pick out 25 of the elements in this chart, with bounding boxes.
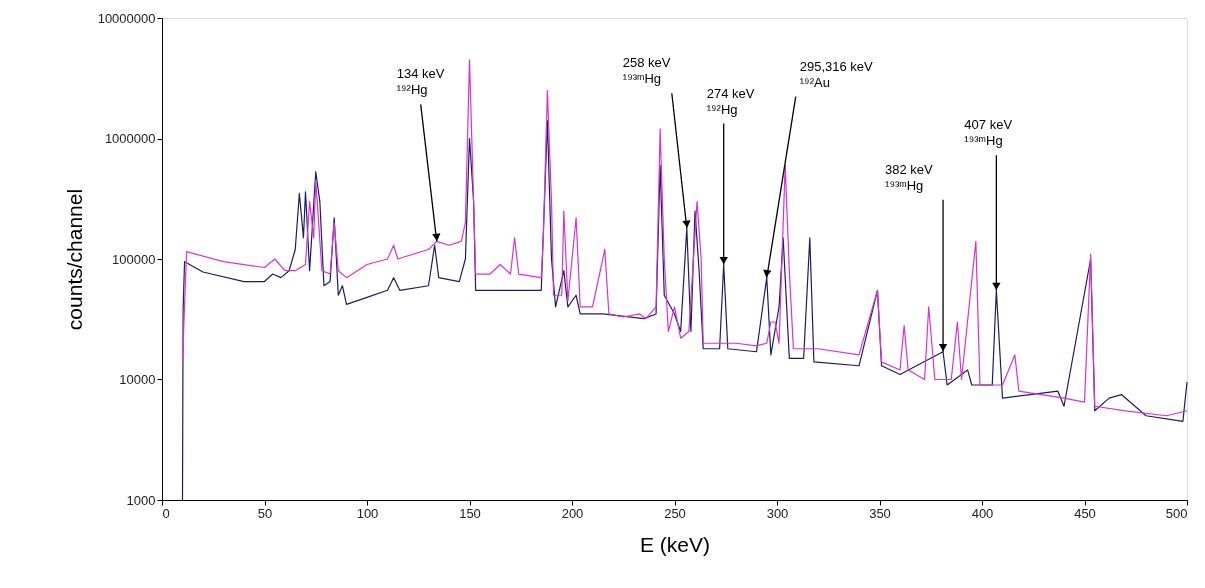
y-tick-label: 10000000 — [97, 10, 156, 26]
x-tick-label: 250 — [664, 505, 686, 521]
x-tick-label: 50 — [257, 505, 273, 521]
x-tick-label: 150 — [459, 505, 481, 521]
y-tick-label: 1000 — [126, 492, 156, 508]
x-tick-label: 400 — [971, 505, 994, 521]
x-tick-label: 350 — [869, 505, 891, 521]
x-axis-title: E (keV) — [639, 532, 711, 556]
annotation: 295,316 keV ¹⁹²Au — [799, 58, 874, 90]
annotation: 274 keV ¹⁹²Hg — [706, 85, 755, 117]
x-tick-label: 500 — [1165, 505, 1188, 521]
line-series — [181, 59, 1188, 417]
y-axis-title: counts/channel — [62, 188, 86, 331]
x-tick-label: 300 — [766, 505, 789, 521]
x-tick-label: 0 — [162, 505, 170, 521]
y-tick-label: 1000000 — [104, 131, 156, 146]
y-tick-label: 100000 — [112, 251, 156, 267]
y-tick-label: 10000 — [119, 372, 156, 387]
annotation: 382 keV ¹⁹³ᵐHg — [885, 161, 934, 193]
annotation: 407 keV ¹⁹³ᵐHg — [964, 117, 1013, 149]
x-tick-label: 200 — [561, 505, 584, 521]
annotation: 134 keV ¹⁹²Hg — [396, 66, 445, 98]
annotation: 258 keV ¹⁹³ᵐHg — [622, 55, 671, 87]
x-tick-label: 100 — [356, 505, 379, 521]
x-tick-label: 450 — [1074, 505, 1096, 521]
